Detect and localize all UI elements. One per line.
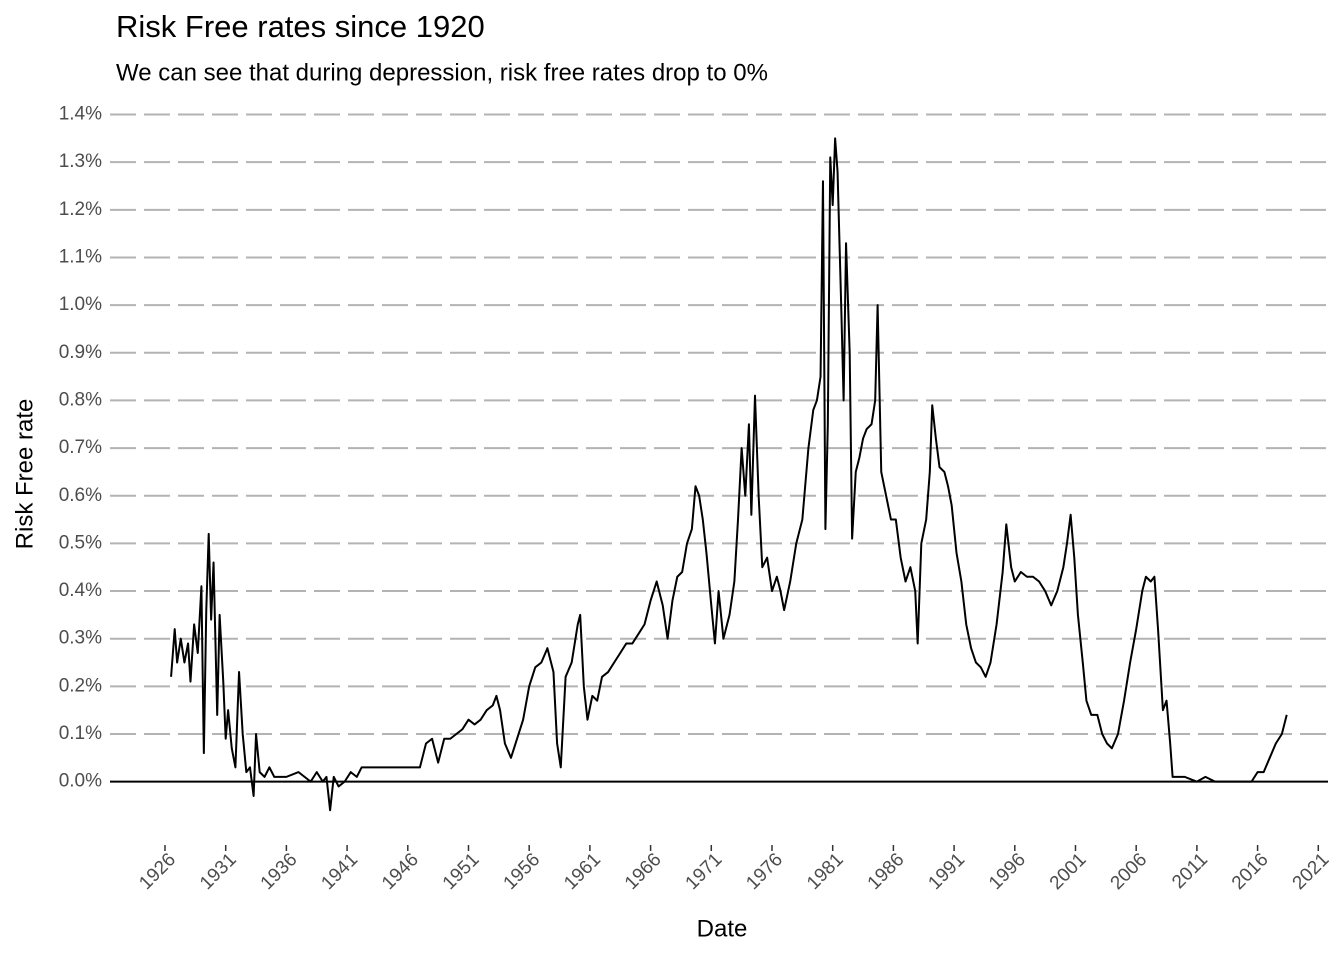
x-tick-label: 1986 [864,849,909,894]
x-tick-label: 1966 [621,849,666,894]
x-tick-label: 1961 [560,849,605,894]
chart-subtitle: We can see that during depression, risk … [116,59,768,86]
chart-title: Risk Free rates since 1920 [116,9,485,44]
x-tick-label: 2011 [1168,849,1212,893]
x-tick-label: 1931 [196,849,241,894]
y-tick-label: 0.1% [59,723,102,744]
y-tick-label: 0.5% [59,532,102,553]
y-tick-label: 0.3% [59,628,102,649]
y-tick-label: 0.4% [59,580,102,601]
x-tick-label: 2006 [1107,849,1152,894]
x-tick-label: 1956 [500,849,545,894]
x-tick-label: 2001 [1046,849,1091,894]
y-tick-label: 1.1% [59,246,102,267]
y-tick-label: 0.6% [59,485,102,506]
x-axis-title: Date [697,915,748,942]
y-tick-label: 0.0% [59,771,102,792]
x-tick-label: 1946 [378,849,423,894]
y-tick-label: 1.2% [59,199,102,220]
x-tick-label: 1991 [924,849,969,894]
x-tick-label: 1996 [985,849,1030,894]
x-tick-label: 2016 [1228,849,1273,894]
x-tick-label: 1971 [682,849,727,894]
y-tick-label: 1.3% [59,151,102,172]
rate-line [170,137,1288,812]
x-tick-label: 1976 [742,849,787,894]
x-tick-label: 1981 [803,849,848,894]
y-tick-label: 0.9% [59,342,102,363]
y-tick-label: 0.2% [59,675,102,696]
x-tick-label: 1951 [439,849,484,894]
x-tick-label: 2021 [1289,849,1334,894]
y-tick-label: 0.7% [59,437,102,458]
y-tick-label: 0.8% [59,389,102,410]
x-tick-label: 1936 [257,849,302,894]
y-tick-label: 1.0% [59,294,102,315]
y-axis-title: Risk Free rate [11,399,38,550]
x-tick-label: 1941 [317,849,362,894]
x-tick-label: 1926 [135,849,180,894]
y-tick-label: 1.4% [59,104,102,125]
